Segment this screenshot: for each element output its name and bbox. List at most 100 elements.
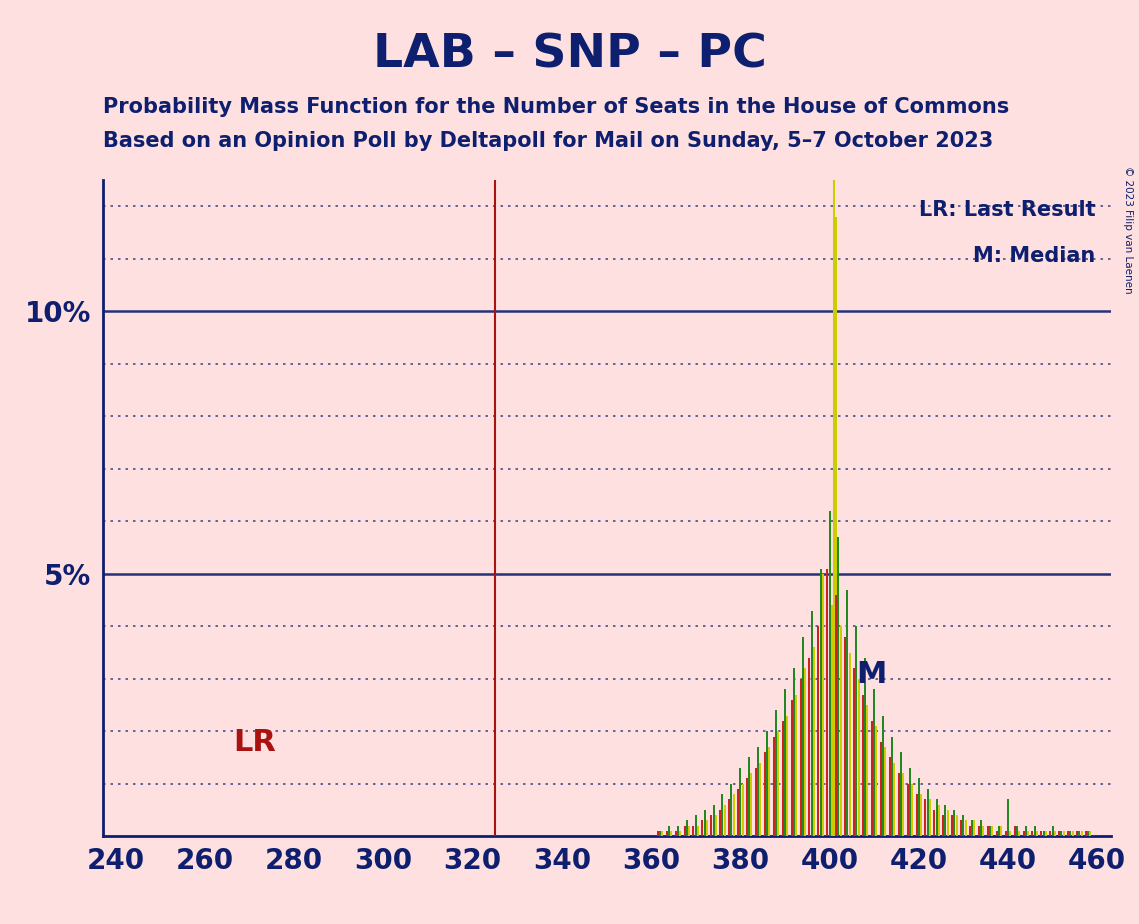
Bar [1060, 831, 1063, 836]
Bar [1081, 831, 1082, 836]
Bar [902, 773, 904, 836]
Bar [965, 821, 967, 836]
Text: M: M [857, 661, 886, 689]
Bar [688, 826, 690, 836]
Bar [844, 637, 846, 836]
Bar [942, 815, 944, 836]
Bar [1027, 831, 1029, 836]
Bar [986, 826, 989, 836]
Bar [1023, 831, 1025, 836]
Bar [804, 668, 806, 836]
Bar [713, 805, 714, 836]
Bar [947, 810, 949, 836]
Bar [916, 795, 918, 836]
Bar [665, 831, 667, 836]
Bar [1042, 831, 1044, 836]
Bar [849, 652, 851, 836]
Bar [991, 826, 993, 836]
Bar [888, 758, 891, 836]
Bar [956, 815, 958, 836]
Text: LAB – SNP – PC: LAB – SNP – PC [372, 32, 767, 78]
Bar [1018, 831, 1021, 836]
Bar [1085, 831, 1087, 836]
Bar [818, 626, 819, 836]
Bar [697, 826, 699, 836]
Bar [813, 648, 814, 836]
Bar [1088, 831, 1089, 836]
Bar [865, 658, 867, 836]
Bar [1049, 831, 1051, 836]
Bar [1005, 831, 1007, 836]
Bar [920, 795, 921, 836]
Bar [732, 795, 735, 836]
Text: © 2023 Filip van Laenen: © 2023 Filip van Laenen [1123, 166, 1133, 294]
Bar [862, 695, 865, 836]
Bar [929, 799, 931, 836]
Bar [898, 773, 900, 836]
Bar [891, 736, 893, 836]
Bar [951, 815, 953, 836]
Bar [739, 768, 741, 836]
Bar [772, 736, 775, 836]
Bar [876, 726, 877, 836]
Bar [662, 831, 663, 836]
Bar [978, 826, 980, 836]
Bar [835, 595, 837, 836]
Bar [960, 821, 962, 836]
Bar [790, 699, 793, 836]
Bar [1007, 799, 1009, 836]
Bar [1051, 826, 1054, 836]
Bar [828, 511, 830, 836]
Bar [900, 752, 902, 836]
Bar [989, 826, 991, 836]
Bar [781, 721, 784, 836]
Bar [809, 658, 811, 836]
Bar [1079, 831, 1080, 836]
Bar [659, 831, 661, 836]
Bar [998, 826, 1000, 836]
Bar [1072, 831, 1074, 836]
Bar [981, 821, 982, 836]
Bar [893, 762, 895, 836]
Bar [907, 784, 909, 836]
Bar [1034, 826, 1035, 836]
Bar [760, 762, 761, 836]
Bar [657, 831, 658, 836]
Bar [918, 779, 919, 836]
Bar [837, 537, 839, 836]
Bar [751, 773, 753, 836]
Bar [983, 826, 984, 836]
Bar [853, 668, 855, 836]
Bar [686, 821, 688, 836]
Bar [748, 758, 751, 836]
Bar [1032, 831, 1033, 836]
Bar [1067, 831, 1070, 836]
Bar [757, 747, 760, 836]
Bar [972, 821, 973, 836]
Bar [839, 626, 842, 836]
Bar [764, 752, 765, 836]
Bar [719, 810, 721, 836]
Bar [1054, 831, 1056, 836]
Bar [1009, 831, 1011, 836]
Bar [1058, 831, 1060, 836]
Bar [677, 826, 679, 836]
Bar [1036, 831, 1038, 836]
Bar [715, 815, 716, 836]
Bar [969, 826, 972, 836]
Bar [995, 831, 998, 836]
Bar [704, 810, 706, 836]
Text: M: Median: M: Median [973, 246, 1096, 266]
Bar [730, 784, 732, 836]
Bar [786, 715, 788, 836]
Bar [867, 705, 868, 836]
Bar [953, 810, 956, 836]
Bar [871, 721, 872, 836]
Bar [721, 795, 723, 836]
Bar [711, 815, 712, 836]
Bar [679, 831, 681, 836]
Bar [927, 789, 928, 836]
Bar [755, 768, 757, 836]
Bar [822, 574, 823, 836]
Bar [1040, 831, 1042, 836]
